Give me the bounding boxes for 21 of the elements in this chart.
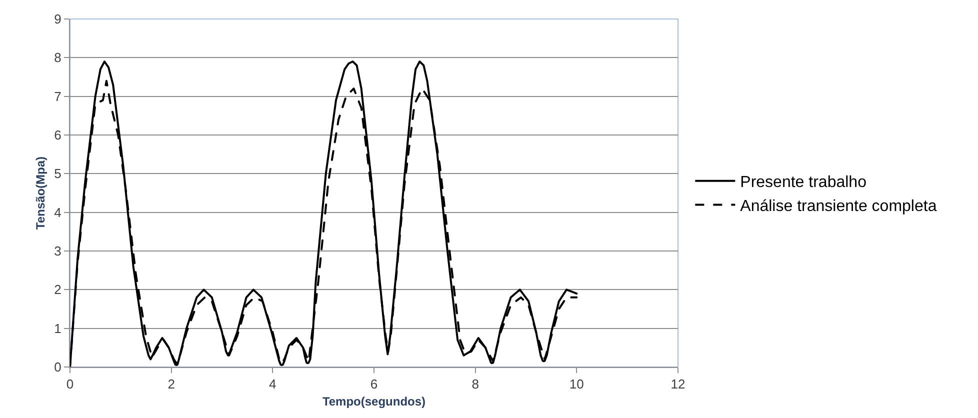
y-tick-label: 4 bbox=[54, 204, 62, 220]
y-tick-label: 9 bbox=[54, 12, 62, 27]
y-axis-title: Tensão(Mpa) bbox=[33, 156, 48, 230]
x-tick-label: 6 bbox=[370, 376, 378, 392]
y-tick-label: 3 bbox=[54, 244, 62, 259]
x-tick-label: 2 bbox=[168, 376, 175, 392]
y-tick-label: 7 bbox=[54, 88, 62, 104]
y-tick-label: 0 bbox=[54, 360, 62, 375]
y-tick-label: 2 bbox=[54, 282, 62, 298]
legend-label: Presente trabalho bbox=[740, 174, 867, 192]
legend-label: Análise transiente completa bbox=[740, 198, 937, 215]
y-tick-label: 6 bbox=[54, 128, 62, 143]
x-tick-label: 10 bbox=[569, 376, 584, 392]
y-tick-label: 1 bbox=[54, 320, 62, 336]
x-tick-label: 8 bbox=[472, 376, 479, 392]
y-tick-label: 5 bbox=[54, 166, 62, 182]
x-tick-label: 4 bbox=[269, 376, 276, 392]
x-tick-label: 0 bbox=[66, 376, 74, 392]
y-tick-label: 8 bbox=[54, 50, 62, 66]
x-tick-label: 12 bbox=[670, 376, 686, 392]
x-axis-title: Tempo(segundos) bbox=[322, 394, 426, 408]
